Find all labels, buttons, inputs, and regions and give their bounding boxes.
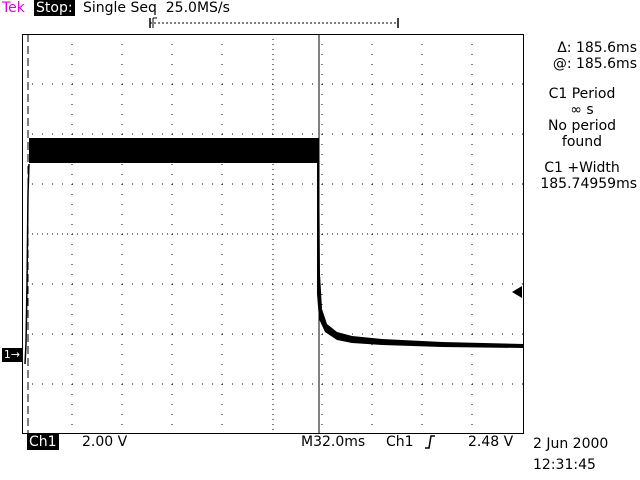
period-message-line2: found bbox=[561, 134, 603, 150]
channel-label[interactable]: Ch1 bbox=[27, 434, 59, 450]
cursor-position-readout: @: 185.6ms bbox=[552, 56, 637, 72]
status-bar: Tek Stop: Single Seq 25.0MS/s bbox=[0, 0, 640, 18]
date-stamp: 2 Jun 2000 bbox=[533, 436, 609, 452]
width-label: C1 +Width bbox=[544, 160, 620, 176]
acquisition-mode: Single Seq 25.0MS/s bbox=[83, 0, 230, 16]
channel-1-marker[interactable]: 1→ bbox=[2, 348, 22, 362]
time-stamp: 12:31:45 bbox=[533, 457, 596, 473]
trigger-level-arrow-icon[interactable] bbox=[512, 286, 522, 298]
bottom-status-bar: Ch1 2.00 V M32.0ms Ch1 2.48 V 2 Jun 2000… bbox=[0, 434, 640, 480]
waveform-screen[interactable] bbox=[22, 34, 524, 434]
waveform-trace bbox=[24, 138, 524, 365]
trigger-source: Ch1 bbox=[386, 434, 414, 450]
run-state-badge: Stop: bbox=[34, 0, 75, 16]
rising-edge-icon bbox=[425, 435, 435, 449]
measurement-panel: Δ: 185.6ms @: 185.6ms C1 Period ∞ s No p… bbox=[527, 40, 637, 192]
brand-logo: Tek bbox=[2, 0, 25, 16]
volts-per-div: 2.00 V bbox=[82, 434, 128, 450]
timebase-readout: M32.0ms bbox=[301, 434, 366, 450]
period-message-line1: No period bbox=[547, 118, 617, 134]
trigger-level: 2.48 V bbox=[468, 434, 514, 450]
period-value: ∞ s bbox=[570, 102, 594, 118]
period-label: C1 Period bbox=[548, 86, 616, 102]
width-value: 185.74959ms bbox=[540, 176, 637, 192]
center-axes bbox=[22, 34, 524, 434]
cursor-delta-readout: Δ: 185.6ms bbox=[557, 40, 637, 56]
record-bracket-indicator bbox=[149, 17, 399, 28]
